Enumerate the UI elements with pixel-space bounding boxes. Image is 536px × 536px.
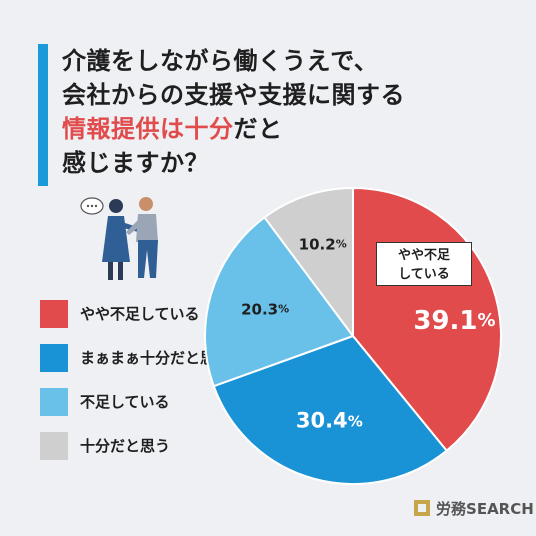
legend-item: 不足している xyxy=(40,384,240,428)
slice-value-number: 30.4 xyxy=(296,409,348,433)
slice-value-unit: % xyxy=(278,303,289,316)
legend-swatch xyxy=(40,432,68,460)
slice-value-unit: % xyxy=(477,310,495,331)
caregiver-figure xyxy=(102,199,140,280)
legend-label: やや不足している xyxy=(80,305,200,323)
pie-slice xyxy=(263,186,354,340)
title-accent-bar xyxy=(38,44,48,186)
title-line-3: 情報提供は十分だと xyxy=(62,112,502,146)
logo-text: 労務SEARCH xyxy=(436,498,534,519)
logo-text-b: SEARCH xyxy=(466,500,534,518)
title-line-2: 会社からの支援や支援に関する xyxy=(62,81,405,109)
legend-label: まぁまぁ十分だと思う xyxy=(80,349,231,367)
legend-label: 不足している xyxy=(80,393,170,411)
legend-label: 十分だと思う xyxy=(80,437,171,455)
legend-item: まぁまぁ十分だと思う xyxy=(40,340,240,384)
slice-value-number: 10.2 xyxy=(299,235,336,253)
pie-slice xyxy=(212,334,449,485)
legend-swatch xyxy=(40,388,68,416)
legend-swatch xyxy=(40,300,68,328)
slice-value-label: 39.1% xyxy=(413,306,495,336)
legend-item: やや不足している xyxy=(40,296,240,340)
slice-value-number: 20.3 xyxy=(241,300,278,318)
slice-value-unit: % xyxy=(348,412,363,430)
callout-line-2: している xyxy=(398,267,450,282)
chart-title: 介護をしながら働くうえで、 会社からの支援や支援に関する 情報提供は十分だと 感… xyxy=(62,44,502,180)
title-highlight: 情報提供は十分 xyxy=(62,115,234,143)
logo-text-a: 労務 xyxy=(436,500,467,518)
callout-line-1: やや不足 xyxy=(397,248,450,263)
legend: やや不足している まぁまぁ十分だと思う 不足している 十分だと思う xyxy=(40,296,240,472)
pie-slice xyxy=(204,215,355,388)
speech-bubble-icon xyxy=(80,197,104,215)
legend-item: 十分だと思う xyxy=(40,428,240,472)
slice-value-label: 10.2% xyxy=(299,235,347,253)
slice-value-label: 20.3% xyxy=(241,300,289,318)
caregiver-illustration xyxy=(80,197,158,280)
slice-value-number: 39.1 xyxy=(413,306,477,336)
slice-value-unit: % xyxy=(336,238,347,251)
legend-swatch xyxy=(40,344,68,372)
elderly-figure xyxy=(126,197,158,278)
callout-box: やや不足 している xyxy=(376,242,472,286)
logo-icon xyxy=(414,500,430,516)
slice-value-label: 30.4% xyxy=(296,409,363,433)
title-line-4: 感じますか？ xyxy=(62,149,209,177)
title-line-1: 介護をしながら働くうえで、 xyxy=(62,47,379,75)
title-line-3-rest: だと xyxy=(233,115,283,143)
